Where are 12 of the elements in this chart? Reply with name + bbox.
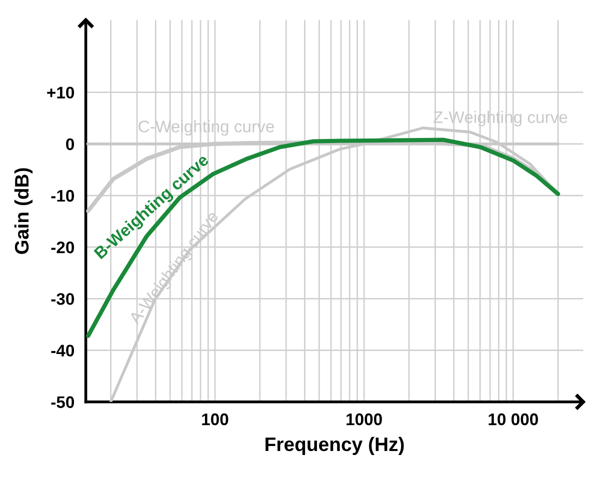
y-tick-label: -20	[51, 242, 74, 254]
x-axis-title: Frequency (Hz)	[266, 436, 404, 455]
x-tick-label: 100	[202, 413, 228, 426]
y-axis-title: Gain (dB)	[14, 168, 33, 254]
y-tick-label: -30	[51, 293, 74, 305]
x-tick-label: 10 000	[488, 413, 538, 426]
y-tick-label: -50	[51, 396, 74, 408]
y-tick-label: -40	[51, 344, 74, 356]
y-tick-label: -10	[51, 190, 74, 202]
y-tick-label: 0	[66, 138, 74, 150]
x-tick-label: 1000	[346, 413, 382, 426]
y-tick-label: +10	[47, 86, 74, 99]
